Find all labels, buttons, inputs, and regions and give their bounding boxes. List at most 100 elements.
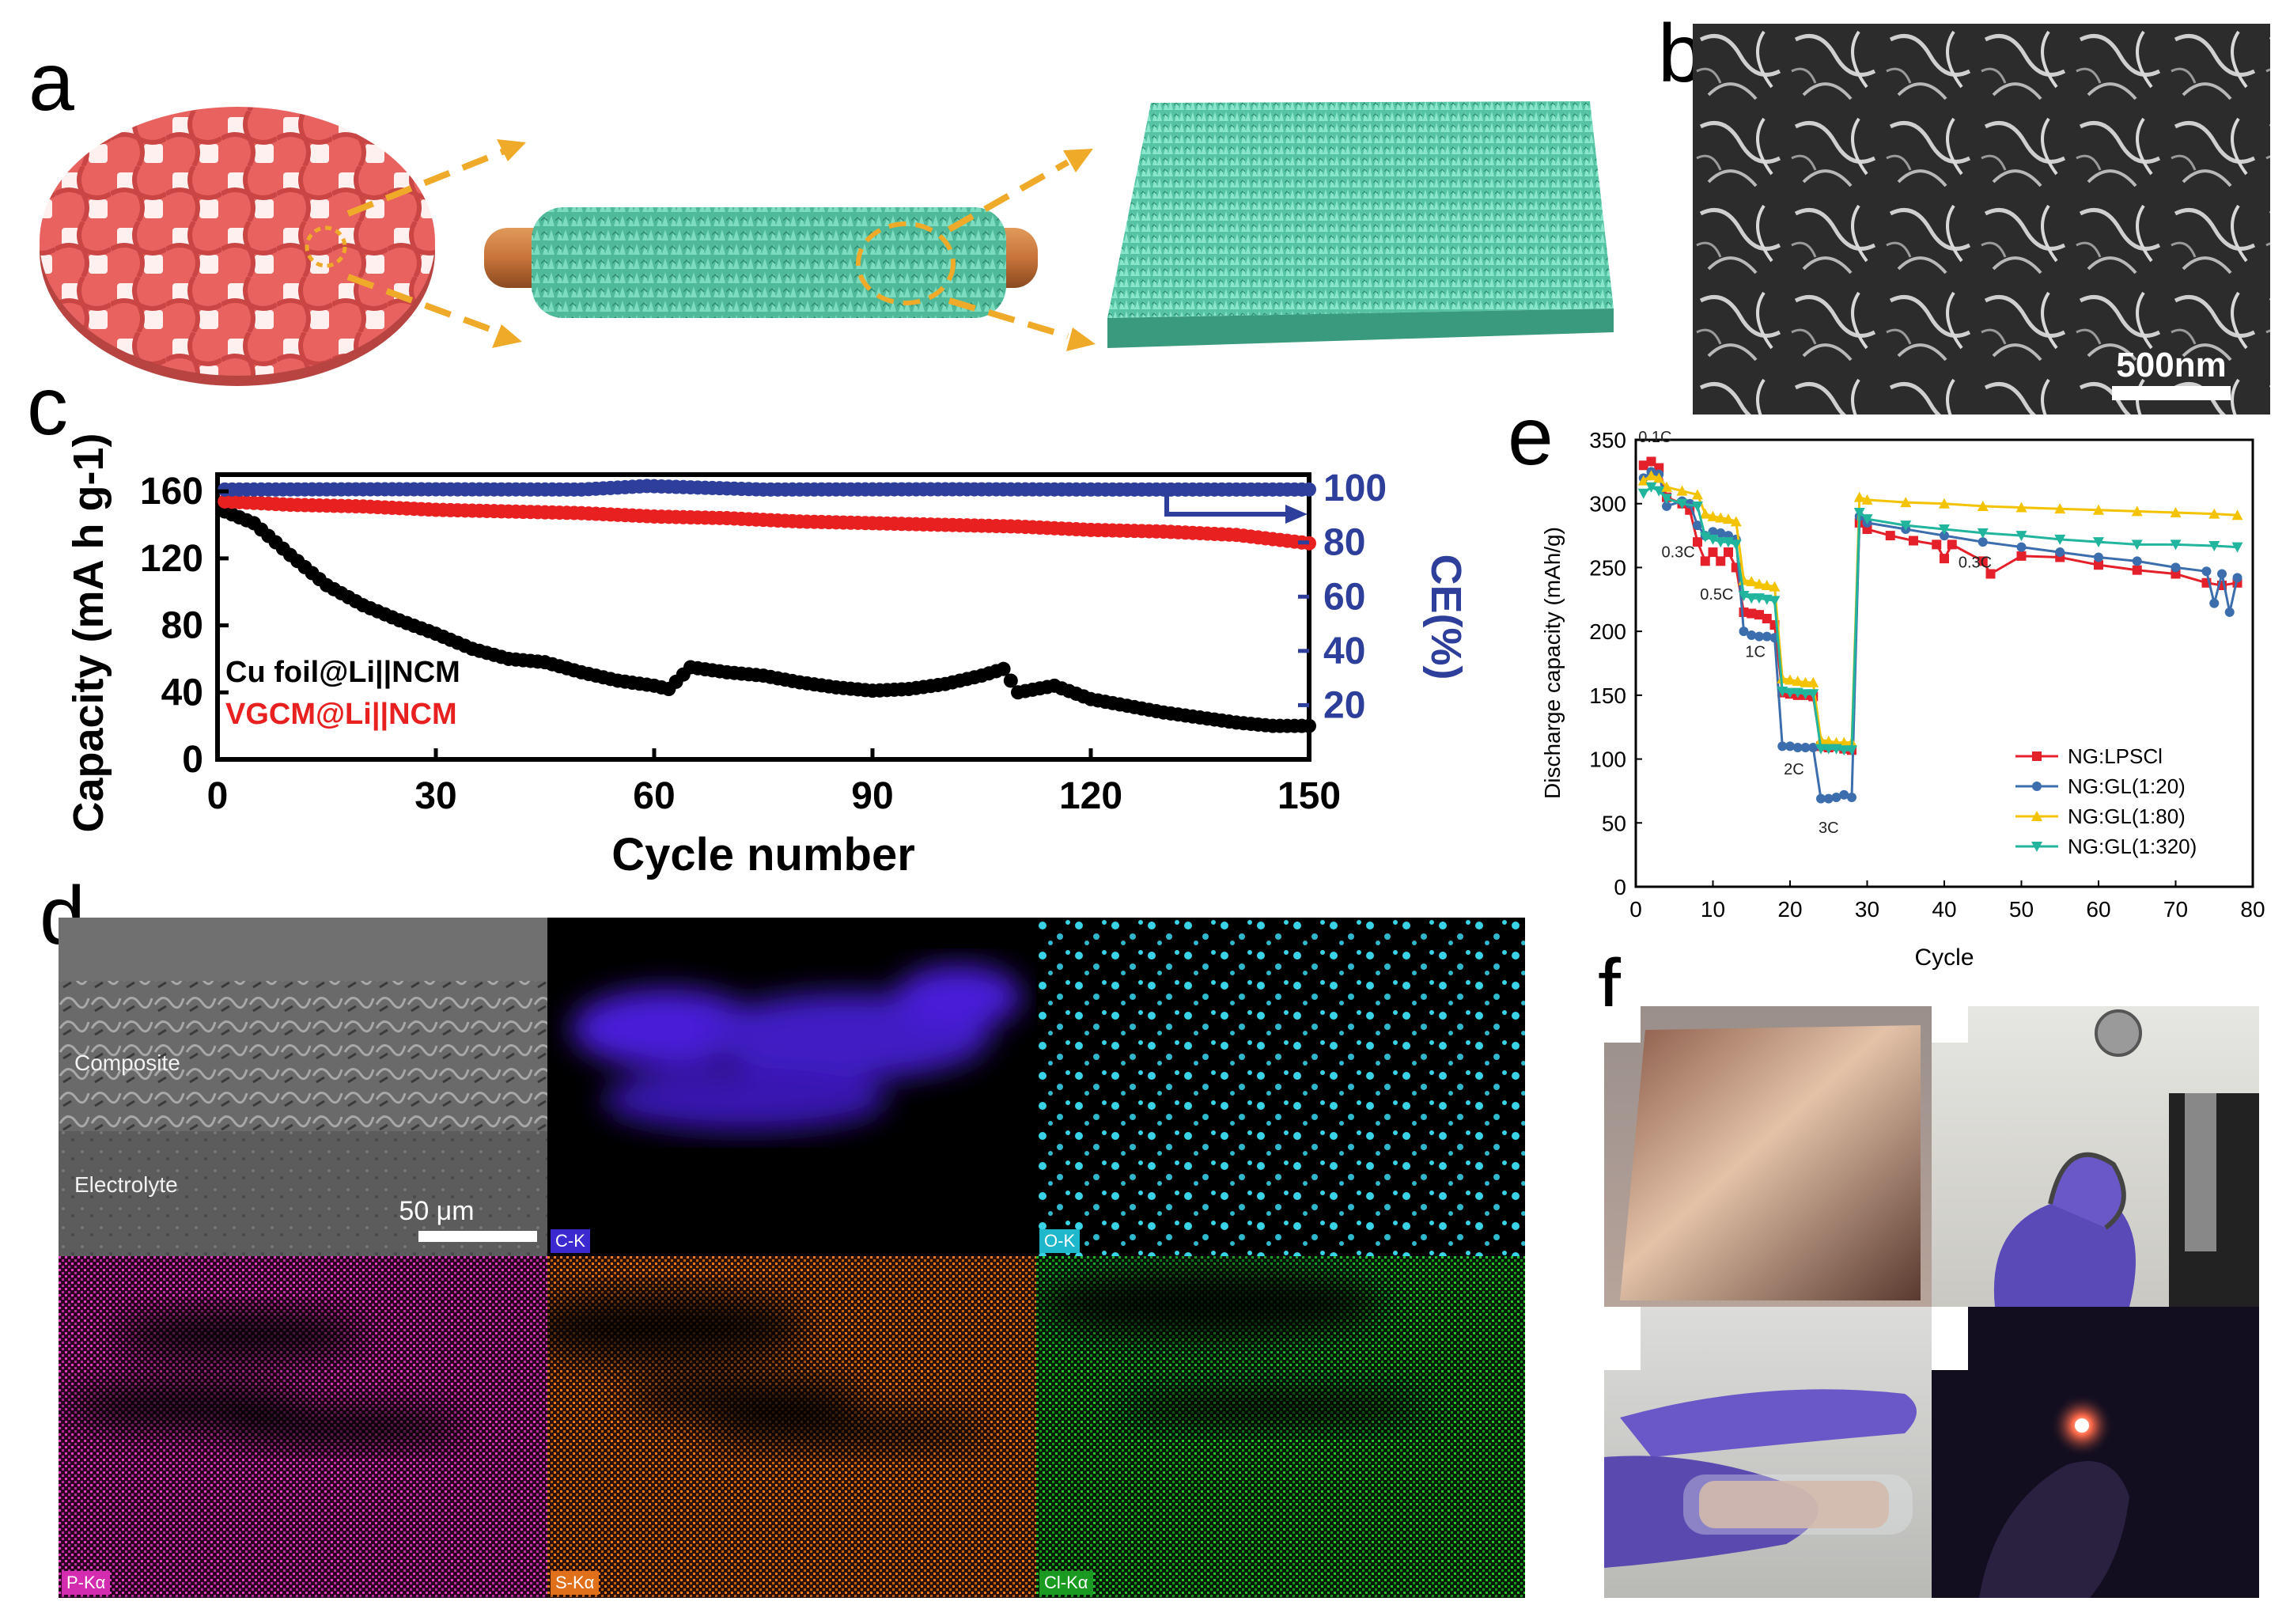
y-tick-label: 50 (1602, 811, 1626, 835)
element-tag-p: P-Kα (62, 1571, 111, 1595)
data-point (1853, 508, 1865, 519)
data-point (1807, 689, 1819, 700)
y-tick-label: 150 (1589, 683, 1626, 708)
sem-texture: 500nm (1693, 24, 2270, 415)
data-point (1815, 744, 1826, 755)
ce-axis-arrow-icon (1164, 492, 1300, 517)
data-point (1822, 744, 1834, 755)
data-point (2231, 509, 2243, 521)
panel-label-c: c (27, 361, 68, 452)
photo-corner-mark (1932, 1006, 1968, 1043)
zoom-arrow-icon (346, 147, 508, 217)
element-tag-s: S-Kα (551, 1571, 600, 1595)
data-point (2031, 842, 2042, 852)
arrow-head-icon (1063, 149, 1093, 172)
data-point (2201, 566, 2212, 577)
c-plot-frame (215, 472, 1311, 762)
data-point (1900, 497, 1912, 508)
legend-label: NG:GL(1:320) (2068, 835, 2197, 858)
eds-map-chlorine: Cl-Kα (1036, 1256, 1525, 1598)
data-point (2209, 598, 2220, 608)
panel-label-a: a (28, 36, 74, 128)
rate-label: 1C (1745, 643, 1766, 661)
data-point (1977, 528, 1989, 539)
x-tick-label: 150 (1277, 775, 1341, 817)
data-point (1846, 745, 1857, 756)
data-point (1761, 594, 1773, 605)
scale-bar (2112, 386, 2231, 400)
y-tick-label: 200 (1589, 619, 1626, 644)
mesh-disk (40, 107, 435, 376)
arrow-head-icon (1066, 327, 1096, 351)
photo-copper-sheet (1604, 1006, 1932, 1307)
rate-label: 0.1C (1638, 429, 1671, 446)
photo-wrapped-finger (1604, 1307, 1932, 1598)
y-right-tick-label: 20 (1323, 684, 1365, 726)
eds-map-phosphorus: P-Kα (59, 1256, 547, 1598)
data-point (2031, 811, 2042, 821)
legend-vgcm: VGCM@Li||NCM (225, 698, 457, 731)
data-point (1940, 531, 1949, 541)
data-point (1978, 556, 1988, 566)
rate-label: 0.5C (1700, 586, 1733, 604)
data-point (2016, 551, 2027, 561)
data-point (2170, 507, 2182, 518)
series-line (1642, 474, 2238, 744)
data-point (1754, 593, 1765, 604)
fiber-zoom-ellipse (856, 221, 956, 305)
data-point (1822, 735, 1834, 746)
data-point (1769, 581, 1781, 592)
electrolyte-label: Electrolyte (74, 1172, 178, 1197)
data-point (1730, 516, 1742, 527)
data-point (1676, 498, 1688, 509)
panel-label-e: e (1508, 391, 1554, 483)
data-point (2224, 607, 2235, 617)
photo-led-lit (1932, 1307, 2259, 1598)
y-tick-label: 120 (140, 538, 203, 580)
y-tick-label: 300 (1589, 492, 1626, 517)
data-point (1978, 537, 1988, 547)
data-point (1777, 741, 1788, 751)
x-tick-label: 30 (414, 775, 456, 817)
zoom-arrow-icon (948, 159, 1069, 233)
e-xlabel: Cycle (1914, 944, 1974, 971)
data-point (2171, 562, 2181, 573)
data-point (1747, 608, 1757, 619)
scale-bar-label: 500nm (2116, 346, 2226, 384)
data-point (1746, 593, 1758, 604)
data-point (2208, 540, 2220, 551)
data-point (2094, 552, 2103, 562)
photo-corner-mark (1604, 1307, 1641, 1370)
eds-map-carbon: C-K (547, 918, 1036, 1256)
data-point (1762, 631, 1772, 642)
data-point (2032, 751, 2042, 761)
data-point (1785, 741, 1795, 751)
data-point (1909, 536, 1918, 546)
data-point (1792, 676, 1803, 687)
data-point (1947, 539, 1957, 550)
data-point (1716, 528, 1726, 538)
graphene-fiber (532, 207, 1006, 318)
graphene-film-edge (1107, 309, 1614, 348)
legend-label: NG:GL(1:20) (2068, 774, 2186, 798)
data-point (2231, 542, 2243, 553)
data-point (1792, 687, 1803, 698)
photo-corner-mark (1604, 1006, 1641, 1043)
x-tick-label: 10 (1701, 897, 1725, 922)
data-point (2132, 556, 2142, 566)
data-point (1302, 718, 1316, 733)
arrow-head-icon (1285, 505, 1308, 524)
data-point (1747, 630, 1757, 640)
data-point (2094, 560, 2103, 570)
data-point (1932, 539, 1942, 550)
scale-bar-label: 50 μm (399, 1196, 475, 1226)
eds-map-sulfur: S-Kα (547, 1256, 1036, 1598)
data-point (2131, 539, 2143, 551)
scale-bar (418, 1231, 537, 1242)
data-point (1815, 734, 1826, 745)
data-point (2132, 565, 2142, 575)
panel-b-sem: 500nm (1693, 24, 2270, 415)
x-tick-label: 20 (1777, 897, 1802, 922)
series-line (1643, 460, 2238, 752)
x-tick-label: 0 (207, 775, 229, 817)
